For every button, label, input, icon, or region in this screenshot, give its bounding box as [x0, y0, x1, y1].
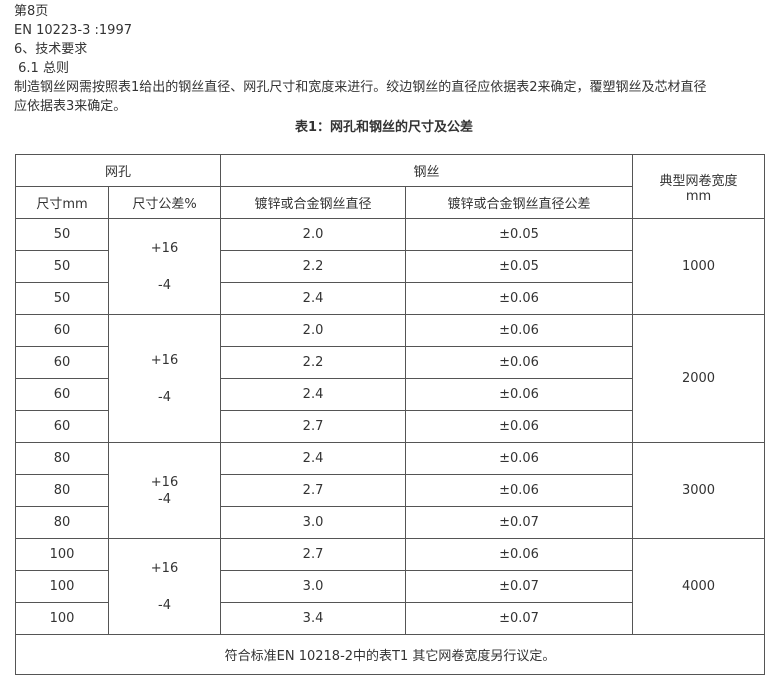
size-tolerance-cell: +16 -4 — [107, 314, 222, 443]
standard-number: EN 10223-3 :1997 — [14, 23, 132, 38]
tolerance-value: +16 — [150, 240, 179, 256]
mesh-size-cell: 80 — [15, 442, 109, 475]
wire-tolerance-cell: ±0.07 — [405, 506, 634, 539]
table-row: 100 3.0 ±0.07 — [15, 570, 765, 603]
wire-tolerance-cell: ±0.06 — [405, 474, 634, 507]
table-row: 60 2.7 ±0.06 — [15, 410, 765, 443]
mesh-size-cell: 60 — [15, 410, 109, 443]
table-row: 80 +16 -4 2.4 ±0.06 3000 — [15, 442, 766, 539]
table-row: 50 2.2 ±0.05 — [15, 250, 765, 283]
header-wire: 钢丝 — [220, 154, 634, 187]
wire-diameter-cell: 2.4 — [220, 378, 407, 411]
roll-width-cell: 1000 — [632, 218, 766, 315]
header-size: 尺寸mm — [15, 186, 109, 219]
tolerance-value: -4 — [158, 491, 171, 507]
wire-tolerance-cell: ±0.05 — [405, 250, 634, 283]
tolerance-value: -4 — [158, 389, 171, 405]
table-row: 80 3.0 ±0.07 — [15, 506, 765, 539]
mesh-size-cell: 60 — [15, 378, 109, 411]
size-tolerance-cell: +16 -4 — [107, 538, 222, 635]
table-row: 50 2.4 ±0.06 — [15, 282, 765, 315]
wire-diameter-cell: 2.2 — [220, 346, 407, 379]
header-mesh: 网孔 — [14, 154, 222, 187]
wire-diameter-cell: 2.4 — [220, 442, 407, 475]
table-row: 80 2.7 ±0.06 — [15, 474, 765, 507]
wire-diameter-cell: 2.2 — [220, 250, 407, 283]
wire-tolerance-cell: ±0.06 — [405, 282, 634, 315]
table-row: 60 2.2 ±0.06 — [15, 346, 765, 379]
wire-tolerance-cell: ±0.06 — [405, 538, 634, 571]
table-title: 表1：网孔和钢丝的尺寸及公差 — [294, 120, 474, 135]
dimensions-table: 网孔 钢丝 典型网卷宽度 mm 尺寸mm 尺寸公差% 镀锌或合金钢丝直径 镀锌或… — [14, 154, 766, 675]
tolerance-value: -4 — [158, 277, 171, 293]
wire-tolerance-cell: ±0.06 — [405, 346, 634, 379]
wire-tolerance-cell: ±0.06 — [405, 410, 634, 443]
wire-tolerance-cell: ±0.05 — [405, 218, 634, 251]
size-tolerance-cell: +16 -4 — [107, 218, 222, 315]
wire-diameter-cell: 3.0 — [220, 570, 407, 603]
table-row: 50 +16 -4 2.0 ±0.05 1000 — [15, 218, 766, 315]
mesh-size-cell: 60 — [15, 314, 109, 347]
wire-tolerance-cell: ±0.07 — [405, 570, 634, 603]
table-row: 60 +16 -4 2.0 ±0.06 2000 — [15, 314, 766, 443]
tolerance-value: +16 — [150, 560, 179, 576]
mesh-size-cell: 80 — [15, 506, 109, 539]
wire-tolerance-cell: ±0.06 — [405, 314, 634, 347]
wire-diameter-cell: 2.7 — [220, 474, 407, 507]
tolerance-value: +16 — [150, 474, 179, 490]
paragraph-line-1: 制造钢丝网需按照表1给出的钢丝直径、网孔尺寸和宽度来进行。绞边钢丝的直径应依据表… — [14, 80, 707, 95]
wire-diameter-cell: 2.7 — [220, 538, 407, 571]
wire-diameter-cell: 2.0 — [220, 218, 407, 251]
size-tolerance-cell: +16 -4 — [107, 442, 222, 539]
mesh-size-cell: 100 — [15, 570, 109, 603]
wire-diameter-cell: 2.0 — [220, 314, 407, 347]
subsection-heading: 6.1 总则 — [14, 61, 69, 76]
wire-tolerance-cell: ±0.07 — [405, 602, 634, 635]
header-wire-diameter: 镀锌或合金钢丝直径 — [220, 186, 407, 219]
header-width: 典型网卷宽度 mm — [632, 154, 766, 219]
table-footnote: 符合标准EN 10218-2中的表T1 其它网卷宽度另行议定。 — [14, 634, 766, 675]
mesh-size-cell: 50 — [15, 282, 109, 315]
mesh-size-cell: 100 — [15, 602, 109, 635]
table-row: 100 +16 -4 2.7 ±0.06 4000 — [15, 538, 766, 635]
mesh-size-cell: 50 — [15, 250, 109, 283]
tolerance-value: -4 — [158, 597, 171, 613]
wire-diameter-cell: 2.7 — [220, 410, 407, 443]
header-size-tolerance: 尺寸公差% — [107, 186, 222, 219]
table-row: 60 2.4 ±0.06 — [15, 378, 765, 411]
roll-width-cell: 2000 — [632, 314, 766, 443]
mesh-size-cell: 60 — [15, 346, 109, 379]
tolerance-value: +16 — [150, 352, 179, 368]
wire-diameter-cell: 2.4 — [220, 282, 407, 315]
wire-diameter-cell: 3.4 — [220, 602, 407, 635]
roll-width-cell: 4000 — [632, 538, 766, 635]
section-heading: 6、技术要求 — [14, 42, 88, 57]
wire-diameter-cell: 3.0 — [220, 506, 407, 539]
page-label: 第8页 — [14, 4, 49, 19]
mesh-size-cell: 50 — [15, 218, 109, 251]
roll-width-cell: 3000 — [632, 442, 766, 539]
table-row: 100 3.4 ±0.07 — [15, 602, 765, 635]
mesh-size-cell: 80 — [15, 474, 109, 507]
wire-tolerance-cell: ±0.06 — [405, 378, 634, 411]
paragraph-line-2: 应依据表3来确定。 — [14, 99, 127, 114]
wire-tolerance-cell: ±0.06 — [405, 442, 634, 475]
header-wire-diameter-tolerance: 镀锌或合金钢丝直径公差 — [405, 186, 634, 219]
mesh-size-cell: 100 — [15, 538, 109, 571]
